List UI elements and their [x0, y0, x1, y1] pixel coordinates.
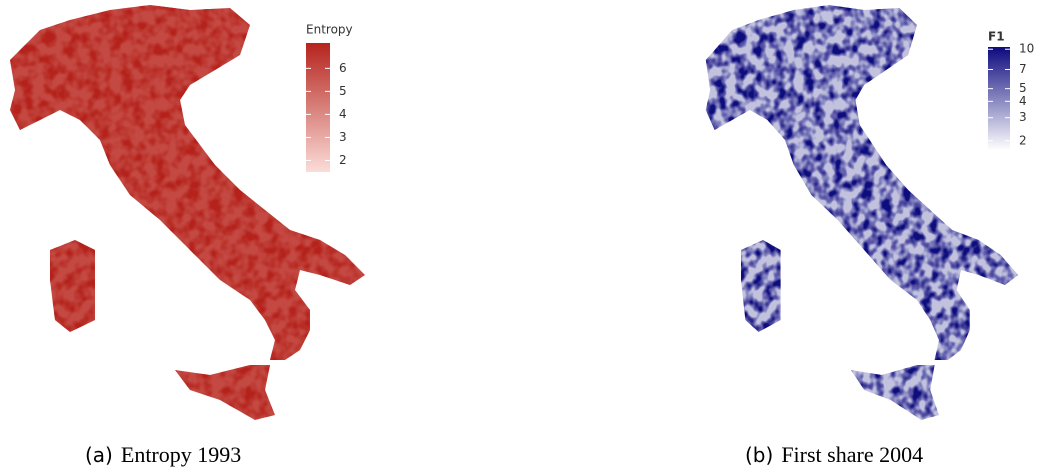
tick-label: 7	[1019, 62, 1027, 76]
panel-b: F1 2 3 45 7 10 (b) First share 2004	[706, 5, 1034, 467]
caption-text: First share 2004	[781, 442, 923, 467]
figure: Entropy23456(a)Entropy 1993 F12345710(b)…	[0, 0, 1050, 474]
map-texture	[706, 5, 1018, 420]
caption-label: (b)	[745, 443, 773, 467]
tick-label: 3	[1019, 110, 1027, 124]
tick-label: 4	[1019, 94, 1027, 108]
legend-title: F1	[988, 30, 1005, 44]
tick-label: 2	[1019, 133, 1027, 147]
colorbar	[988, 47, 1010, 150]
map	[706, 5, 1018, 420]
colorbar	[306, 43, 330, 172]
tick-label: 4	[339, 107, 347, 121]
caption-text: Entropy 1993	[121, 442, 241, 467]
panel-a: Entropy 2 3 4 5 6 (a) Entropy 1993	[10, 5, 365, 467]
tick-label: 5	[1019, 81, 1027, 95]
tick-label: 5	[339, 84, 347, 98]
tick-label: 6	[339, 61, 347, 75]
legend-title: Entropy	[306, 23, 353, 37]
tick-label: 2	[339, 153, 347, 167]
tick-label: 3	[339, 130, 347, 144]
tick-label: 10	[1019, 42, 1034, 56]
caption-label: (a)	[85, 443, 113, 467]
